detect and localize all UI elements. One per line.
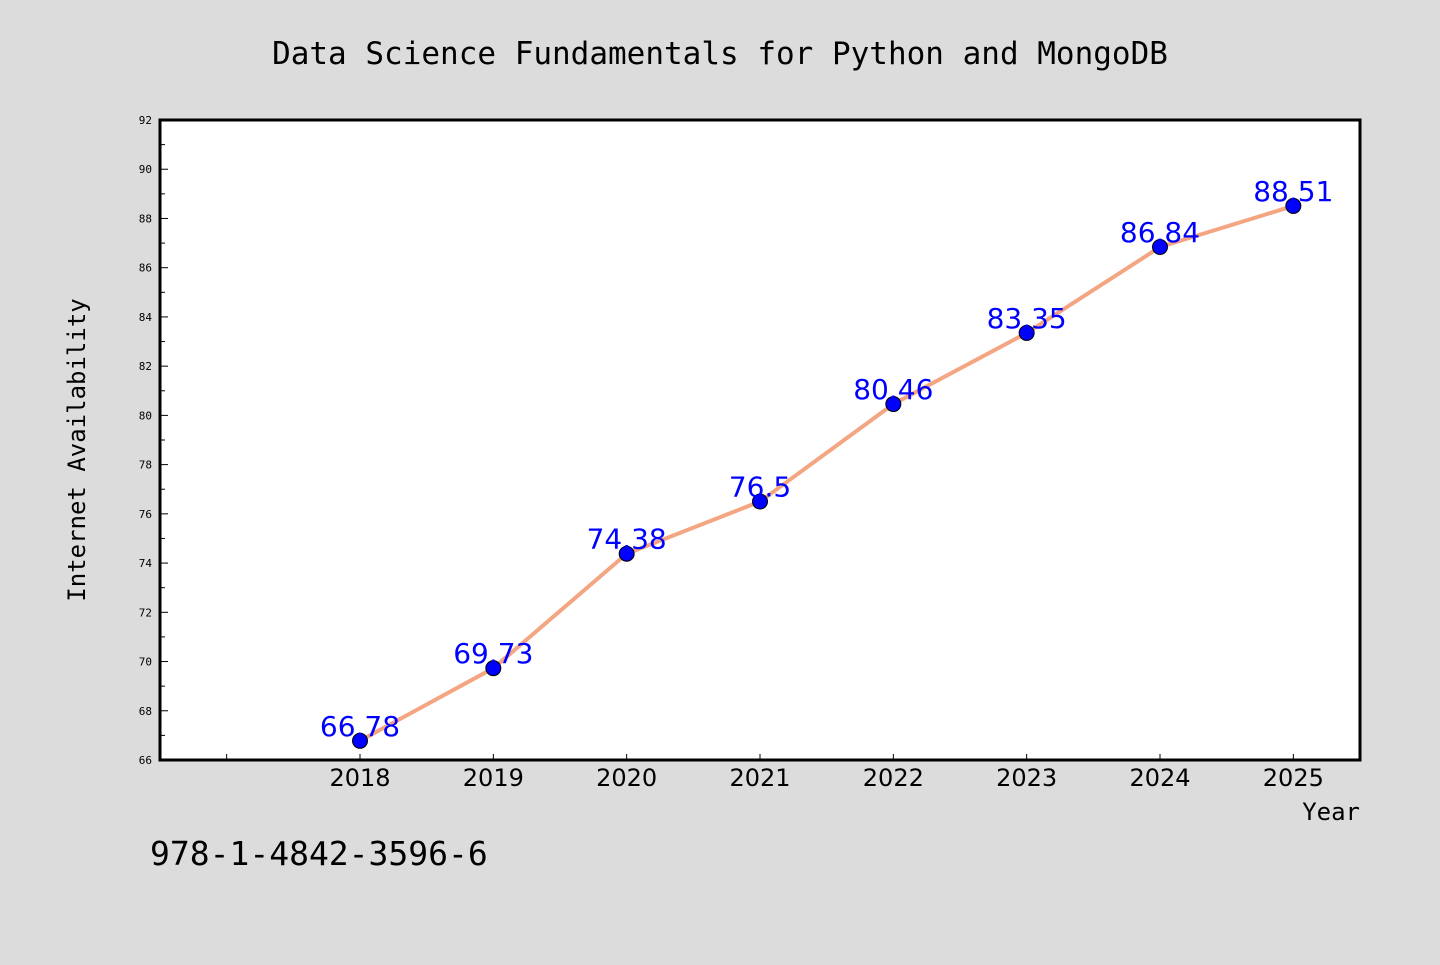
x-tick-label: 2019 — [463, 764, 524, 792]
x-tick-label: 2020 — [596, 764, 657, 792]
x-tick-label: 2022 — [863, 764, 924, 792]
x-tick-label: 2021 — [729, 764, 790, 792]
y-tick-label: 86 — [139, 262, 152, 275]
data-label: 80.46 — [853, 373, 933, 406]
y-axis: 66 68 70 72 74 76 78 80 82 84 86 88 90 92 — [139, 114, 168, 767]
plot-frame — [158, 118, 1362, 762]
y-tick-label: 88 — [139, 212, 152, 225]
plot-area — [160, 120, 1360, 760]
y-tick-label: 90 — [139, 163, 152, 176]
series-line — [359, 203, 1294, 743]
x-tick-label: 2024 — [1129, 764, 1190, 792]
data-label: 86.84 — [1120, 216, 1200, 249]
data-point — [485, 660, 502, 677]
data-point — [352, 732, 368, 749]
x-axis: 2018 2019 2020 2021 2022 2023 2024 2025 — [226, 754, 1324, 792]
data-label: 74.38 — [587, 523, 667, 556]
y-tick-label: 82 — [139, 360, 152, 373]
x-tick-label: 2025 — [1263, 764, 1324, 792]
x-axis-label: Year — [1302, 798, 1360, 826]
y-axis-label: Internet Availability — [63, 298, 91, 601]
data-point — [618, 545, 635, 562]
x-tick-label: 2018 — [329, 764, 390, 792]
y-tick-label: 80 — [139, 409, 152, 422]
data-label: 69.73 — [453, 637, 533, 670]
x-tick-label: 2023 — [996, 764, 1057, 792]
data-label: 83.35 — [987, 302, 1067, 335]
y-tick-label: 70 — [139, 656, 152, 669]
data-label: 66.78 — [320, 710, 400, 743]
data-label: 88.51 — [1253, 175, 1333, 208]
data-point — [1152, 239, 1168, 256]
y-tick-label: 66 — [139, 754, 152, 767]
y-tick-label: 72 — [139, 606, 152, 619]
data-point — [752, 493, 768, 510]
data-label: 76.5 — [729, 471, 791, 504]
data-point — [885, 396, 902, 413]
data-point — [1285, 197, 1302, 214]
y-tick-label: 84 — [139, 311, 153, 324]
y-tick-label: 74 — [139, 557, 153, 570]
chart-title: Data Science Fundamentals for Python and… — [272, 36, 1168, 72]
data-point — [1018, 324, 1035, 341]
isbn-text: 978-1-4842-3596-6 — [150, 834, 488, 873]
y-tick-label: 92 — [139, 114, 152, 127]
data-series: 66.78 69.73 74.38 76.5 80.46 83.35 86.84 88.51 — [320, 175, 1333, 749]
y-tick-label: 76 — [139, 508, 152, 521]
y-tick-label: 78 — [139, 459, 152, 472]
y-tick-label: 68 — [139, 705, 152, 718]
